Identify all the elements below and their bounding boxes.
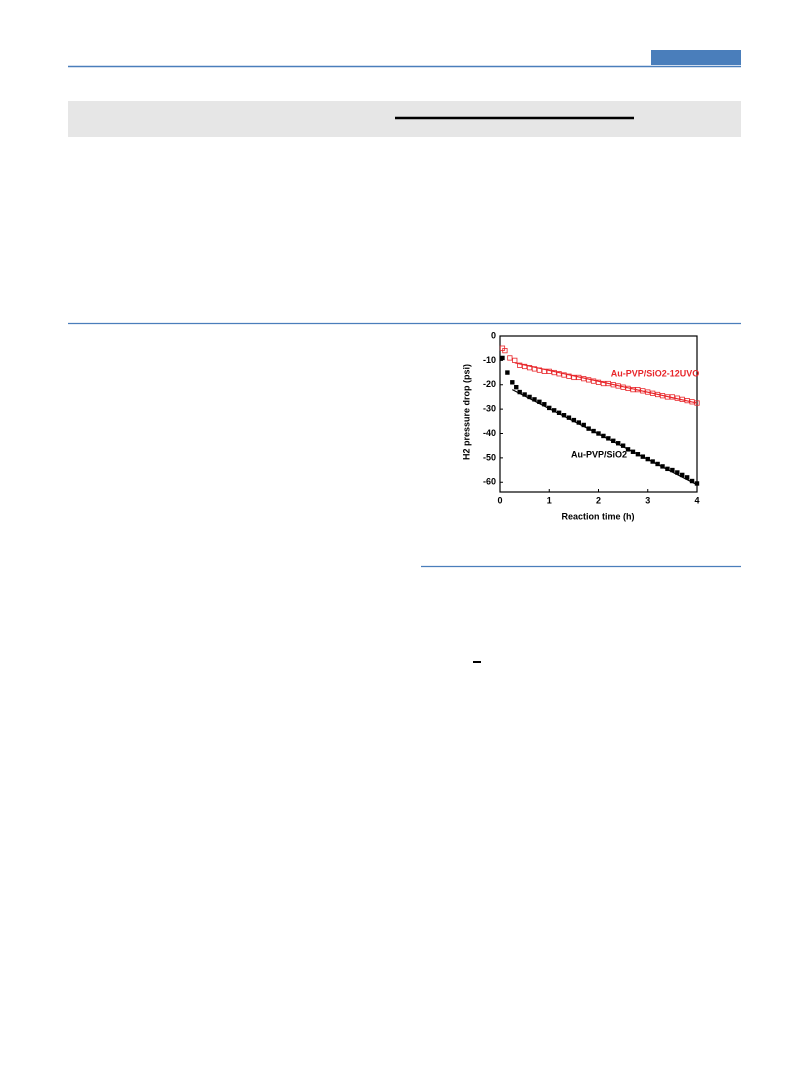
data-point [551,408,557,413]
x-tick-label: 0 [497,495,502,505]
data-point [670,467,675,473]
data-point [689,478,695,484]
data-point [616,441,621,446]
data-point [527,394,532,400]
data-point [517,389,522,395]
data-point [502,348,508,354]
data-point [571,374,577,381]
y-tick-label: -60 [483,477,496,487]
data-point [581,422,586,428]
data-point [620,443,626,448]
data-point [510,380,515,385]
data-point [684,475,690,480]
data-point [694,481,700,486]
data-point [566,415,572,420]
data-point [675,470,680,475]
data-point [561,372,567,378]
x-tick-label: 2 [596,495,601,505]
fit-line [514,362,698,404]
data-point [561,413,567,418]
y-tick-label: -10 [483,355,496,365]
fit-line [512,389,698,486]
data-point [542,402,547,407]
data-point [505,370,510,375]
data-point [514,384,519,390]
data-point [576,420,581,425]
series-label: Au-PVP/SiO2-12UVO [611,368,700,378]
series-label: Au-PVP/SiO2 [571,449,627,459]
data-point [512,357,518,363]
chart: Reaction time (h) H2 pressure drop (psi)… [461,330,700,521]
data-point [556,410,562,415]
data-point [522,392,527,397]
y-tick-label: 0 [491,330,496,340]
y-axis-label: H2 pressure drop (psi) [461,364,471,460]
y-tick-label: -40 [483,428,496,438]
data-point [507,355,513,361]
header-block [651,50,741,65]
x-tick-label: 1 [547,495,552,505]
data-point [606,436,611,441]
data-point [566,373,572,379]
y-tick-label: -50 [483,452,496,462]
x-tick-label: 4 [694,495,699,505]
data-point [611,438,616,444]
data-point [532,397,537,402]
data-point [517,362,523,368]
y-tick-label: -30 [483,404,496,414]
y-tick-label: -20 [483,379,496,389]
data-point [547,405,552,411]
data-point [537,399,542,405]
x-axis-label: Reaction time (h) [561,511,634,521]
x-tick-label: 3 [645,495,650,505]
data-point [600,380,607,387]
data-point [500,355,505,361]
data-point [556,371,562,377]
data-point [522,363,528,370]
data-point [571,417,577,423]
data-point [680,472,685,478]
